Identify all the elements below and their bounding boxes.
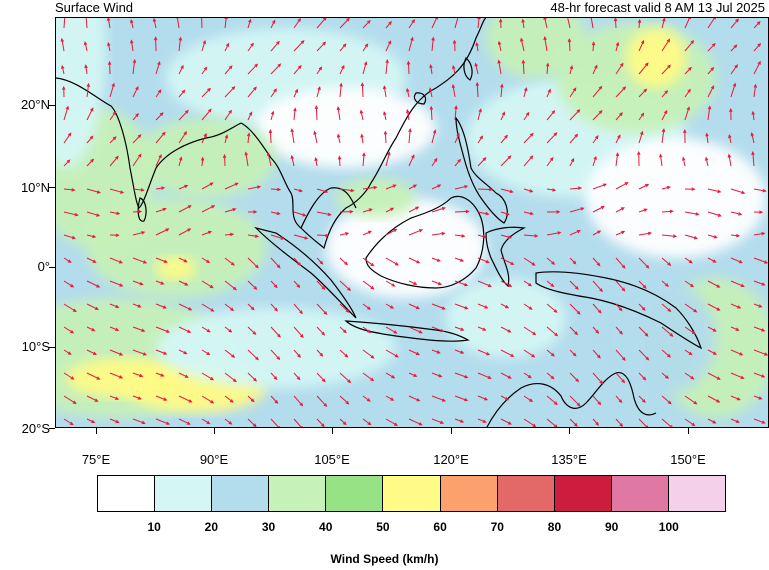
colorbar-level-label: 20	[205, 521, 218, 533]
lat-label-10n: 10°N	[0, 181, 50, 194]
colorbar-swatch	[498, 476, 555, 511]
lat-label-20n: 20°N	[0, 98, 50, 111]
map-title: Surface Wind	[55, 0, 133, 15]
colorbar-swatch	[326, 476, 383, 511]
lat-label-0: 0°	[0, 260, 50, 273]
lon-label-90e: 90°E	[200, 453, 228, 466]
colorbar-level-label: 70	[491, 521, 504, 533]
lon-tick	[96, 428, 97, 434]
lon-tick	[332, 428, 333, 434]
wind-speed-patch	[256, 88, 436, 168]
wind-map[interactable]	[55, 17, 769, 428]
lon-label-120e: 120°E	[433, 453, 469, 466]
wind-arrow	[202, 18, 203, 28]
colorbar-swatch	[98, 476, 155, 511]
wind-arrow	[316, 106, 317, 120]
colorbar-level-label: 90	[605, 521, 618, 533]
colorbar-swatch	[669, 476, 725, 511]
colorbar-level-label: 50	[376, 521, 389, 533]
colorbar-level-label: 30	[262, 521, 275, 533]
wind-speed-patch	[586, 138, 766, 258]
lat-label-10s: 10°S	[0, 340, 50, 353]
wind-speed-field	[56, 18, 769, 428]
colorbar-level-label: 80	[548, 521, 561, 533]
colorbar-swatch	[555, 476, 612, 511]
lon-label-105e: 105°E	[314, 453, 350, 466]
lon-tick	[569, 428, 570, 434]
colorbar-level-label: 10	[147, 521, 160, 533]
wind-speed-patch	[446, 278, 566, 358]
wind-speed-patch	[156, 256, 196, 280]
colorbar-level-label: 100	[659, 521, 679, 533]
colorbar-level-label: 60	[433, 521, 446, 533]
lat-tick	[49, 347, 55, 348]
lon-label-135e: 135°E	[551, 453, 587, 466]
lat-label-20s: 20°S	[0, 422, 50, 435]
colorbar-swatch	[441, 476, 498, 511]
lat-tick	[49, 267, 55, 268]
lon-label-75e: 75°E	[82, 453, 110, 466]
colorbar-swatch	[212, 476, 269, 511]
lon-tick	[451, 428, 452, 434]
wind-speed-patch	[626, 28, 686, 88]
colorbar-level-label: 40	[319, 521, 332, 533]
lon-tick	[214, 428, 215, 434]
colorbar-title: Wind Speed (km/h)	[0, 553, 769, 566]
lat-tick	[49, 187, 55, 188]
wind-speed-patch	[136, 118, 276, 198]
wind-speed-patch	[156, 308, 396, 388]
colorbar-swatch	[269, 476, 326, 511]
colorbar-swatch	[383, 476, 440, 511]
wind-arrow	[478, 189, 492, 190]
lon-label-150e: 150°E	[670, 453, 706, 466]
lon-tick	[688, 428, 689, 434]
colorbar-swatch	[612, 476, 669, 511]
wind-speed-colorbar	[97, 475, 726, 512]
forecast-valid-time: 48-hr forecast valid 8 AM 13 Jul 2025	[550, 0, 765, 15]
lat-tick	[49, 105, 55, 106]
colorbar-swatch	[155, 476, 212, 511]
lat-tick	[49, 428, 55, 429]
